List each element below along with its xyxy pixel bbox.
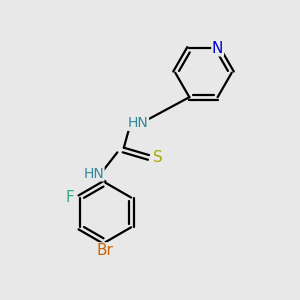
Text: Br: Br bbox=[97, 243, 114, 258]
Text: N: N bbox=[212, 41, 223, 56]
Text: F: F bbox=[66, 190, 74, 205]
Text: HN: HN bbox=[128, 116, 148, 130]
Text: HN: HN bbox=[83, 167, 104, 181]
Text: S: S bbox=[153, 150, 162, 165]
